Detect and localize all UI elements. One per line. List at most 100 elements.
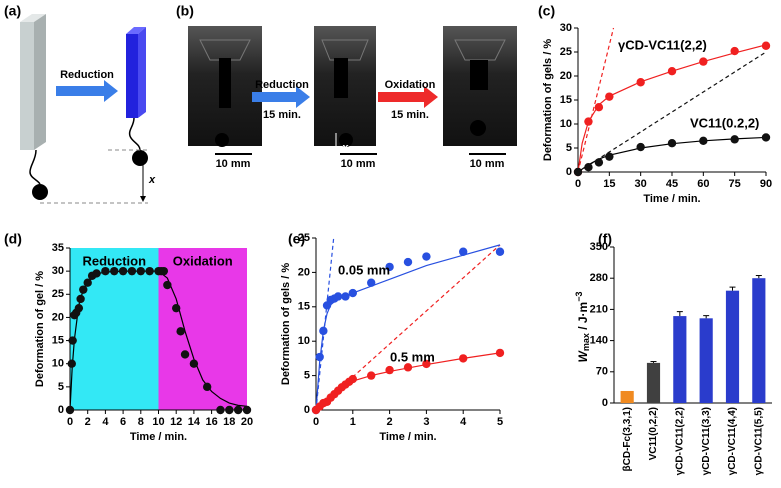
x-tick-label: 4 xyxy=(460,416,467,428)
data-point xyxy=(67,359,76,368)
x-axis-label: Time / min. xyxy=(379,431,436,443)
data-point xyxy=(636,78,645,87)
x-tick-label: 6 xyxy=(120,416,126,428)
data-point xyxy=(127,266,137,276)
data-point xyxy=(495,348,505,358)
data-point xyxy=(422,252,431,261)
data-point xyxy=(667,67,677,76)
data-point xyxy=(459,247,468,256)
data-point xyxy=(459,354,468,363)
data-point xyxy=(172,303,181,313)
data-point xyxy=(163,280,172,290)
y-axis-label-part: W xyxy=(576,349,590,362)
data-point xyxy=(730,135,739,144)
y-tick-label: 20 xyxy=(52,311,64,323)
data-point xyxy=(225,405,234,415)
data-point xyxy=(233,405,243,415)
y-tick-label: 5 xyxy=(304,370,310,382)
y-tick-label: 15 xyxy=(560,94,572,106)
arrow-label: Reduction xyxy=(60,69,114,81)
y-tick-label: 0 xyxy=(566,166,572,178)
x-tick-label: 0 xyxy=(313,416,319,428)
data-point xyxy=(341,292,350,301)
series-label: VC11(0.2,2) xyxy=(690,115,759,130)
x-axis-label: Time / min. xyxy=(130,431,187,443)
x-tick-label: 15 xyxy=(603,178,615,190)
data-point xyxy=(65,405,75,415)
panel-b: x Reduction 15 min. Oxidation 15 min. 10… xyxy=(188,26,517,170)
x-tick-label: 0 xyxy=(67,416,73,428)
data-point xyxy=(145,266,154,276)
scale-bar-label: 10 mm xyxy=(216,158,251,170)
y-tick-label: 30 xyxy=(52,265,64,277)
x-axis-label: Time / min. xyxy=(643,193,700,205)
y-tick-label: 25 xyxy=(298,232,310,244)
panel-a: Reduction x xyxy=(20,14,156,204)
y-axis-label: Deformation of gels / % xyxy=(280,263,292,385)
x-tick-label: 75 xyxy=(729,178,741,190)
y-axis-label: Wmax / J·m−3 xyxy=(574,292,591,363)
data-point xyxy=(699,57,708,66)
data-point xyxy=(92,269,101,278)
bar xyxy=(699,318,713,403)
data-point xyxy=(573,167,583,177)
panel-label: (d) xyxy=(4,231,22,247)
panel-label: (f) xyxy=(598,231,612,247)
x-tick-label: 0 xyxy=(575,178,581,190)
region-label: Reduction xyxy=(82,253,146,268)
bar xyxy=(673,316,687,403)
y-tick-label: 280 xyxy=(590,272,608,284)
distance-label: x xyxy=(148,174,156,186)
y-tick-label: 0 xyxy=(304,404,310,416)
x-tick-label: 16 xyxy=(205,416,217,428)
bar xyxy=(752,278,766,403)
arrow-time: 15 min. xyxy=(391,109,429,121)
data-point xyxy=(385,262,394,272)
bar xyxy=(646,362,661,403)
data-point xyxy=(636,142,645,152)
x-tick-label: 1 xyxy=(350,416,356,428)
data-point xyxy=(594,158,604,167)
data-point xyxy=(189,359,199,368)
y-tick-label: 5 xyxy=(566,142,572,154)
x-tick-label: 8 xyxy=(138,416,144,428)
y-axis-label-part: −3 xyxy=(574,292,584,302)
x-tick-label: 18 xyxy=(223,416,235,428)
x-tick-label: 90 xyxy=(760,178,772,190)
y-tick-label: 10 xyxy=(560,118,572,130)
data-point xyxy=(667,139,677,148)
data-point xyxy=(118,266,128,276)
x-tick-label: 45 xyxy=(666,178,678,190)
data-point xyxy=(319,326,328,336)
data-point xyxy=(403,363,413,372)
x-tick-label: 12 xyxy=(170,416,182,428)
x-tick-label: 60 xyxy=(697,178,709,190)
scale-bar-label: 10 mm xyxy=(470,158,505,170)
x-tick-label: 30 xyxy=(635,178,647,190)
data-point xyxy=(367,278,376,287)
data-point xyxy=(333,292,343,301)
y-tick-label: 30 xyxy=(560,22,572,34)
data-point xyxy=(403,257,413,267)
y-axis-label-part: / J·m xyxy=(576,302,590,333)
reference-line xyxy=(577,51,767,173)
fit-curve xyxy=(577,44,767,173)
region-label: Oxidation xyxy=(173,253,233,268)
series-label: γCD-VC11(2,2) xyxy=(618,37,707,52)
y-tick-label: 10 xyxy=(52,358,64,370)
data-point xyxy=(180,350,190,359)
y-tick-label: 25 xyxy=(52,288,64,300)
data-point xyxy=(76,294,85,304)
y-tick-label: 35 xyxy=(52,242,64,254)
x-tick-label: γCD-VC11(2,2) xyxy=(674,407,685,475)
y-tick-label: 70 xyxy=(596,366,608,378)
data-point xyxy=(385,365,394,375)
panel-label: (e) xyxy=(288,231,305,247)
y-tick-label: 15 xyxy=(298,301,310,313)
series-label: 0.5 mm xyxy=(390,349,435,364)
data-point xyxy=(761,133,771,142)
data-point xyxy=(315,352,324,362)
y-axis-label-part: max xyxy=(581,333,591,351)
x-tick-label: βCD-Fc(3,3,1) xyxy=(622,407,633,471)
y-tick-label: 140 xyxy=(590,335,608,347)
